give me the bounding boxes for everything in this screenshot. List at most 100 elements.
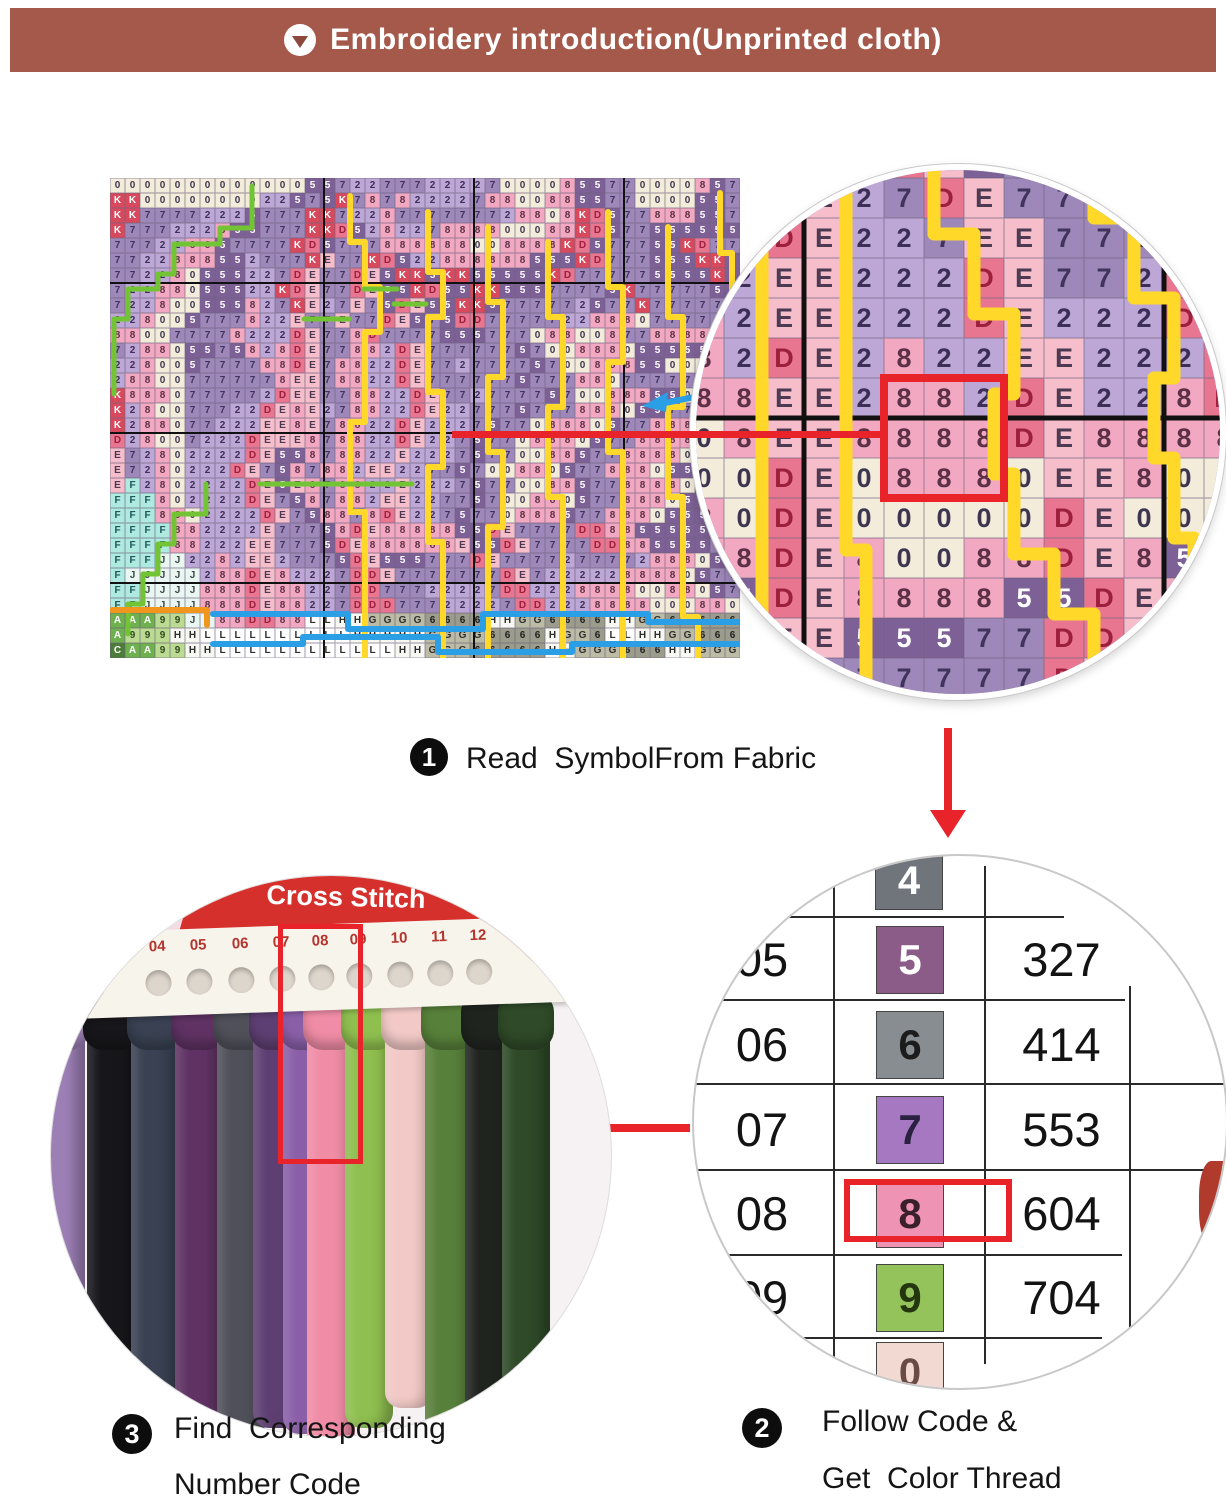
grid-cell: 7 <box>410 178 425 193</box>
grid-cell: 7 <box>575 268 590 283</box>
grid-cell: 8 <box>230 583 245 598</box>
grid-cell: 8 <box>605 583 620 598</box>
grid-cell: 2 <box>410 253 425 268</box>
grid-cell: 7 <box>395 598 410 613</box>
grid-cell: 8 <box>395 523 410 538</box>
grid-cell: 7 <box>690 698 724 700</box>
grid-cell: 7 <box>545 538 560 553</box>
grid-cell: L <box>305 643 320 658</box>
grid-cell: 8 <box>455 253 470 268</box>
grid-cell: E <box>380 463 395 478</box>
grid-cell: 8 <box>696 258 724 298</box>
grid-cell: 7 <box>110 268 125 283</box>
grid-cell: D <box>1044 658 1084 694</box>
grid-cell: 7 <box>1204 170 1220 178</box>
grid-cell: 8 <box>605 598 620 613</box>
grid-cell: 7 <box>440 493 455 508</box>
grid-cell: 8 <box>140 388 155 403</box>
grid-cell: 0 <box>650 508 665 523</box>
grid-cell: 5 <box>590 298 605 313</box>
grid-cell: 7 <box>485 493 500 508</box>
grid-cell: 2 <box>410 448 425 463</box>
table-column-line <box>984 866 986 1364</box>
grid-cell: 8 <box>924 578 964 618</box>
grid-cell: 2 <box>215 523 230 538</box>
grid-cell: 5 <box>575 478 590 493</box>
grid-cell: 5 <box>455 328 470 343</box>
symbol-swatch: 9 <box>876 1264 944 1332</box>
grid-cell: E <box>804 298 844 338</box>
thread-number: 414 <box>1022 1018 1101 1071</box>
grid-cell: 7 <box>335 283 350 298</box>
grid-cell: 9 <box>155 628 170 643</box>
grid-cell: 8 <box>575 373 590 388</box>
grid-cell: 5 <box>575 193 590 208</box>
highlight-rect-symbol8 <box>880 374 1008 502</box>
grid-cell: 2 <box>245 253 260 268</box>
grid-cell: 8 <box>350 433 365 448</box>
grid-cell: 5 <box>380 298 395 313</box>
grid-cell: 9 <box>155 613 170 628</box>
grid-cell: 7 <box>605 193 620 208</box>
grid-cell: E <box>290 433 305 448</box>
grid-cell: D <box>290 343 305 358</box>
grid-cell: 5 <box>680 253 695 268</box>
grid-cell: 7 <box>515 418 530 433</box>
grid-cell: 7 <box>1044 698 1084 700</box>
grid-cell: 5 <box>530 253 545 268</box>
grid-cell: 2 <box>260 268 275 283</box>
grid-cell: 8 <box>530 493 545 508</box>
grid-cell: 7 <box>964 618 1004 658</box>
grid-cell: 2 <box>185 223 200 238</box>
grid-cell: E <box>1124 578 1164 618</box>
grid-cell: 2 <box>365 493 380 508</box>
grid-cell: 7 <box>290 553 305 568</box>
grid-cell: 7 <box>590 463 605 478</box>
table-column-line <box>833 866 835 1364</box>
grid-cell: 7 <box>200 313 215 328</box>
grid-cell: 7 <box>335 568 350 583</box>
grid-cell: 0 <box>140 328 155 343</box>
grid-cell: 2 <box>1124 338 1164 378</box>
grid-cell: E <box>764 618 804 658</box>
grid-cell: 8 <box>560 178 575 193</box>
grid-cell: 5 <box>200 343 215 358</box>
grid-cell: E <box>455 538 470 553</box>
grid-cell: 7 <box>200 388 215 403</box>
grid-cell: D <box>365 598 380 613</box>
grid-cell: K <box>560 238 575 253</box>
grid-cell: 8 <box>515 463 530 478</box>
grid-cell: 2 <box>1084 378 1124 418</box>
grid-cell: 7 <box>1004 618 1044 658</box>
grid-cell: 2 <box>575 568 590 583</box>
grid-cell: 8 <box>275 373 290 388</box>
grid-cell: 8 <box>395 538 410 553</box>
step2-number-badge: 2 <box>742 1408 782 1448</box>
grid-cell: 2 <box>1084 338 1124 378</box>
grid-cell: H <box>185 628 200 643</box>
grid-cell: 8 <box>380 238 395 253</box>
grid-cell: H <box>635 628 650 643</box>
grid-cell: 2 <box>530 583 545 598</box>
grid-cell: 8 <box>365 403 380 418</box>
grid-cell: 0 <box>215 178 230 193</box>
grid-cell: 0 <box>530 478 545 493</box>
grid-cell: 8 <box>440 238 455 253</box>
grid-cell: 8 <box>605 343 620 358</box>
down-arrow <box>944 728 952 812</box>
grid-cell: 7 <box>275 208 290 223</box>
grid-cell: 7 <box>500 598 515 613</box>
grid-cell: 5 <box>650 268 665 283</box>
grid-cell: E <box>1044 338 1084 378</box>
grid-cell: 8 <box>125 328 140 343</box>
grid-cell: 5 <box>230 283 245 298</box>
grid-cell: 2 <box>410 463 425 478</box>
grid-cell: 8 <box>290 418 305 433</box>
grid-cell: E <box>260 418 275 433</box>
grid-cell: 7 <box>530 373 545 388</box>
step1-number-badge: 1 <box>410 738 448 776</box>
grid-cell: 5 <box>185 313 200 328</box>
grid-cell: C <box>110 643 125 658</box>
grid-cell: D <box>245 583 260 598</box>
grid-cell: 8 <box>155 508 170 523</box>
